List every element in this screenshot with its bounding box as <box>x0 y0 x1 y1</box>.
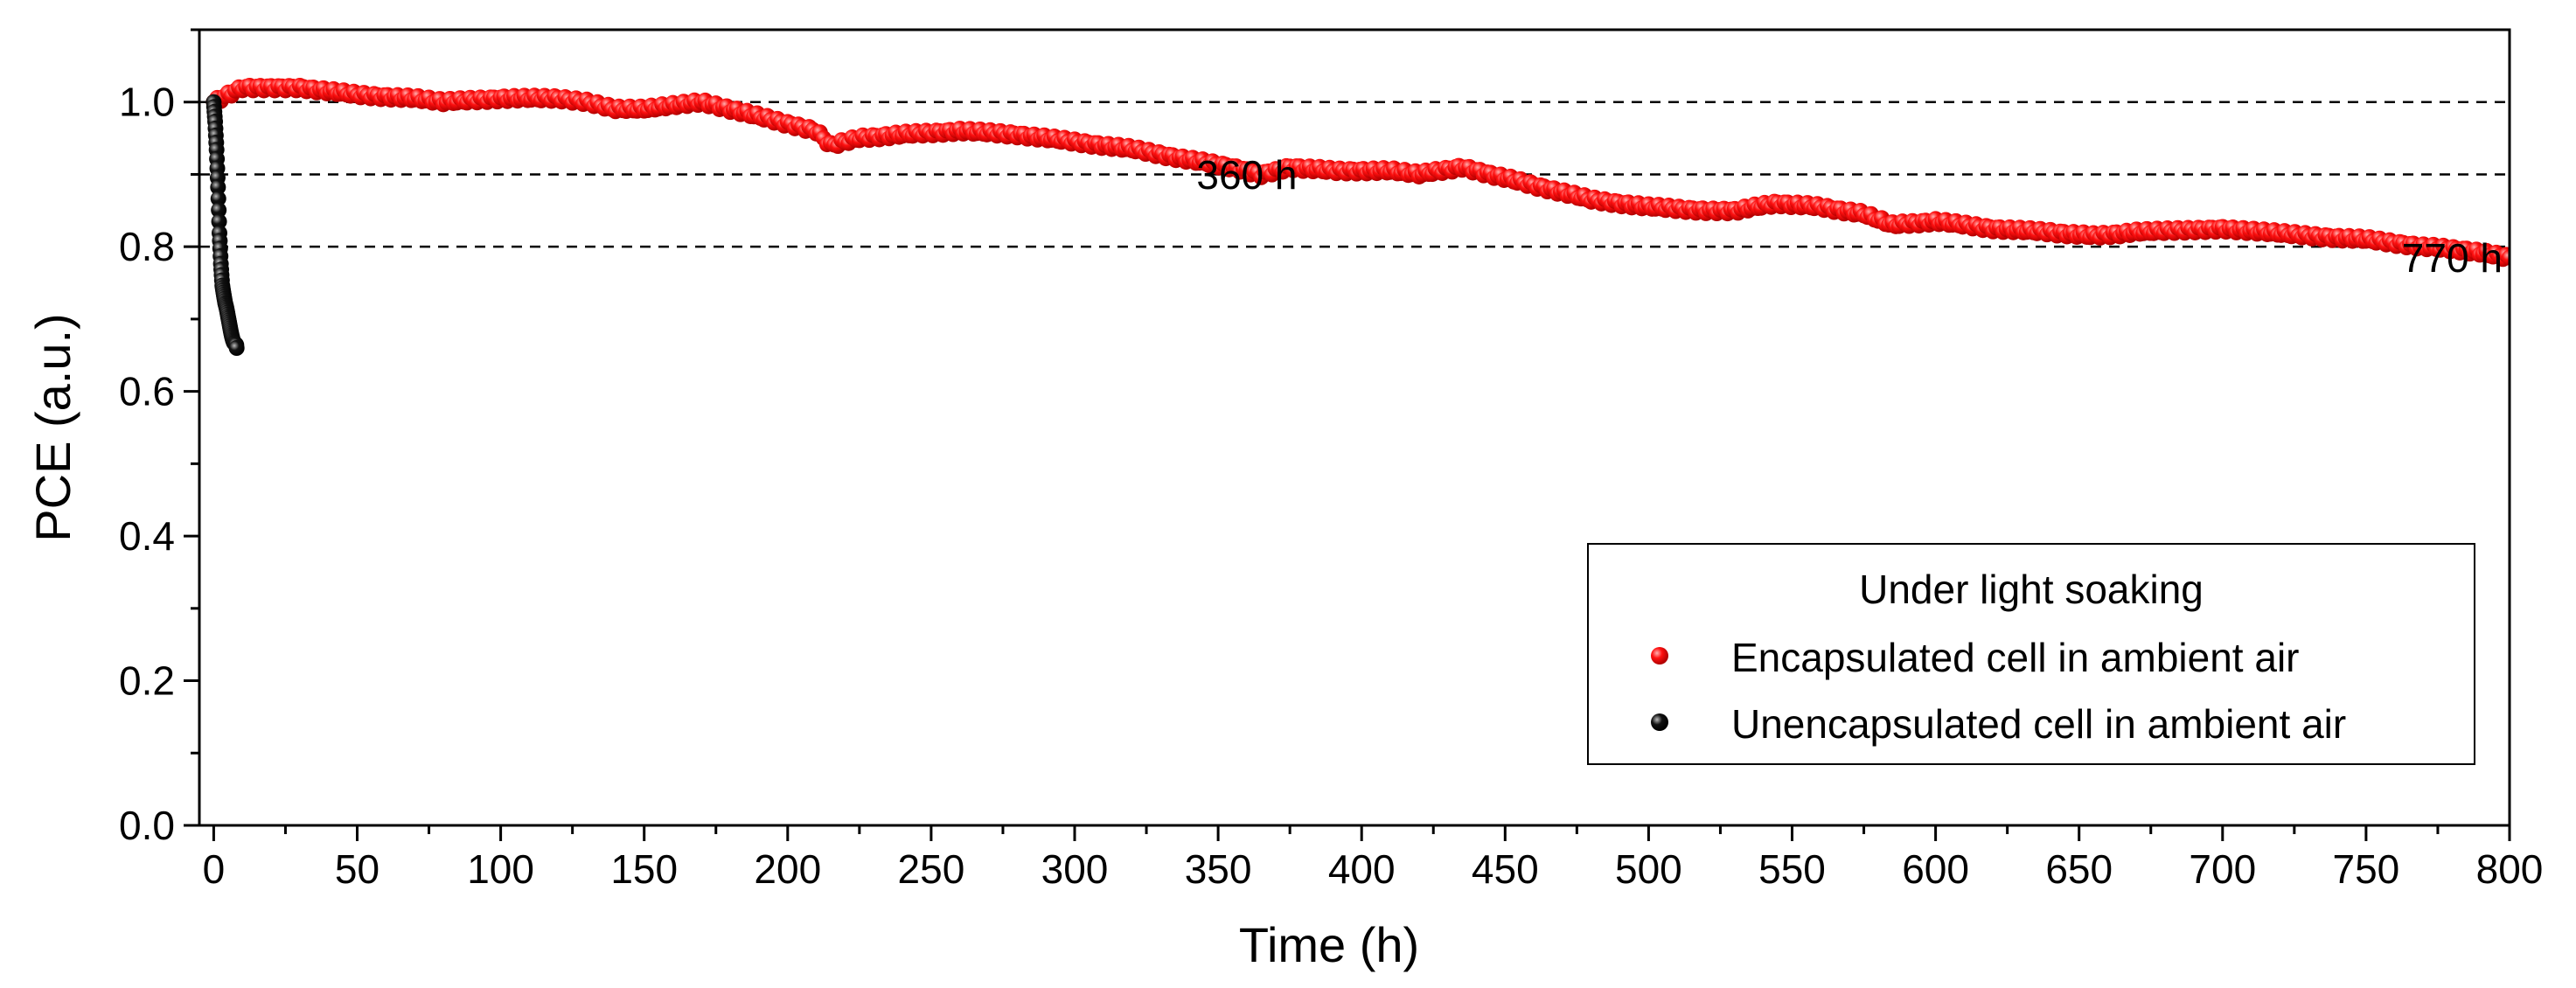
annotations: 360 h 770 h <box>1196 152 2503 281</box>
data-series <box>205 77 2510 356</box>
point-unencapsulated <box>228 340 245 356</box>
y-axis-title: PCE (a.u.) <box>25 313 80 541</box>
x-tick-label: 50 <box>335 846 379 892</box>
x-tick-label: 800 <box>2476 846 2544 892</box>
x-tick-label: 600 <box>1902 846 1969 892</box>
x-tick-label: 700 <box>2189 846 2256 892</box>
point-encapsulated <box>2502 249 2510 266</box>
legend-marker <box>1651 713 1668 731</box>
legend-marker <box>1651 647 1668 664</box>
series-unencapsulated <box>205 94 245 356</box>
x-tick-label: 200 <box>754 846 821 892</box>
legend-box <box>1587 543 2475 765</box>
annotation-label: 770 h <box>2402 235 2503 281</box>
x-tick-label: 500 <box>1615 846 1682 892</box>
y-tick-label: 0.2 <box>119 658 175 704</box>
annotation-label: 360 h <box>1196 152 1297 198</box>
y-tick-label: 0.0 <box>119 803 175 848</box>
x-tick-label: 250 <box>898 846 965 892</box>
axes: 0 50 100 150 200 250 300 350 400 450 500 550 600 650 7… <box>119 28 2544 892</box>
point-unencapsulated <box>211 213 227 230</box>
legend-entry: Unencapsulated cell in ambient air <box>1731 701 2346 747</box>
point-unencapsulated <box>210 179 226 196</box>
legend-entry: Encapsulated cell in ambient air <box>1731 635 2299 680</box>
x-tick-label: 350 <box>1185 846 1252 892</box>
point-unencapsulated <box>211 202 227 219</box>
y-tick-label: 0.8 <box>119 224 175 269</box>
y-tick-label: 0.4 <box>119 513 175 559</box>
legend: Under light soaking Encapsulated cell in … <box>1587 543 2475 765</box>
x-tick-label: 750 <box>2333 846 2400 892</box>
x-axis-title: Time (h) <box>1239 917 1419 972</box>
point-unencapsulated <box>210 191 226 207</box>
x-tick-label: 550 <box>1758 846 1826 892</box>
plot-frame <box>198 28 2511 827</box>
x-tick-label: 300 <box>1041 846 1109 892</box>
x-tick-label: 100 <box>467 846 534 892</box>
legend-title: Under light soaking <box>1859 567 2204 612</box>
x-tick-label: 400 <box>1328 846 1396 892</box>
y-tick-label: 0.6 <box>119 369 175 414</box>
x-tick-label: 450 <box>1472 846 1539 892</box>
x-tick-label: 0 <box>203 846 226 892</box>
x-tick-label: 150 <box>610 846 678 892</box>
x-tick-label: 650 <box>2045 846 2113 892</box>
y-tick-label: 1.0 <box>119 80 175 125</box>
series-encapsulated <box>205 77 2510 268</box>
